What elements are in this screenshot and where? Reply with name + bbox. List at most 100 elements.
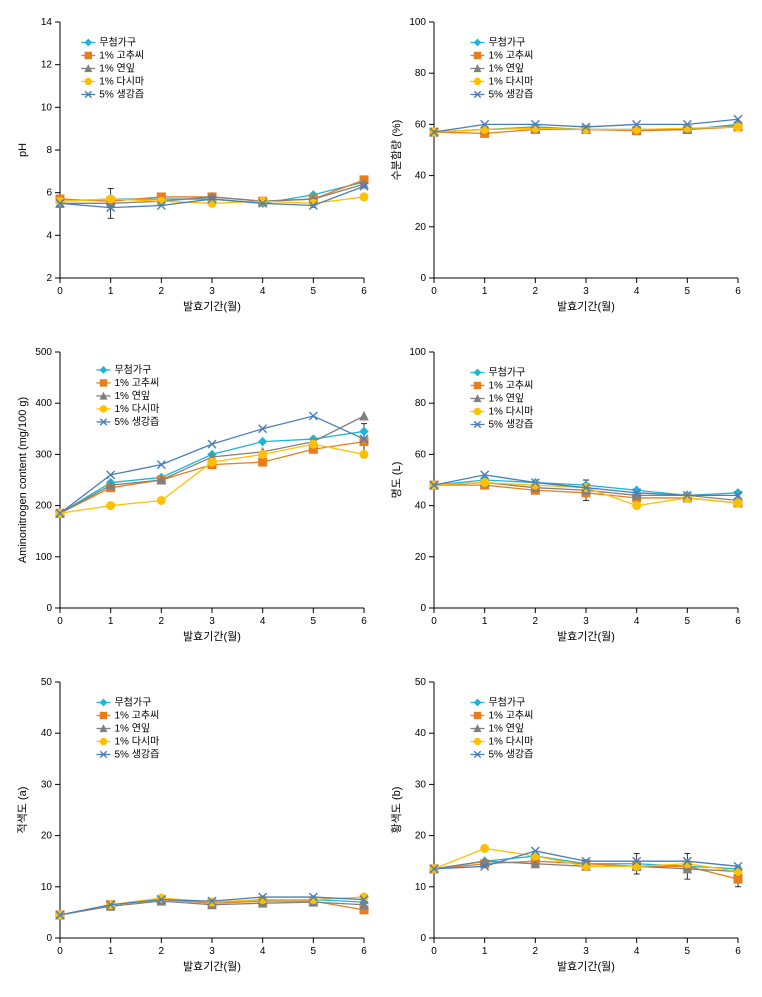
svg-text:30: 30 — [41, 779, 53, 790]
chart-aminonitrogen: 0123456발효기간(월)0100200300400500Aminonitro… — [12, 342, 376, 652]
svg-text:0: 0 — [57, 616, 63, 627]
svg-text:4: 4 — [634, 616, 640, 627]
svg-text:200: 200 — [35, 501, 52, 512]
svg-text:6: 6 — [361, 286, 367, 297]
svg-text:40: 40 — [415, 501, 427, 512]
svg-text:20: 20 — [415, 222, 427, 233]
svg-text:2: 2 — [159, 946, 165, 957]
svg-text:0: 0 — [420, 273, 426, 284]
svg-text:0: 0 — [57, 286, 63, 297]
svg-text:50: 50 — [415, 677, 427, 688]
svg-text:발효기간(월): 발효기간(월) — [183, 960, 241, 973]
svg-text:300: 300 — [35, 449, 52, 460]
svg-text:수분함량 (%): 수분함량 (%) — [390, 120, 403, 181]
svg-text:1% 연잎: 1% 연잎 — [114, 722, 150, 734]
svg-text:500: 500 — [35, 347, 52, 358]
svg-text:발효기간(월): 발효기간(월) — [183, 300, 241, 313]
svg-text:1% 고추씨: 1% 고추씨 — [114, 377, 159, 389]
svg-text:1% 다시마: 1% 다시마 — [114, 403, 159, 415]
svg-text:0: 0 — [420, 603, 426, 614]
svg-text:1% 다시마: 1% 다시마 — [488, 405, 533, 417]
svg-text:1% 다시마: 1% 다시마 — [114, 735, 159, 747]
svg-text:5% 생강즙: 5% 생강즙 — [99, 88, 144, 100]
svg-text:1% 고추씨: 1% 고추씨 — [488, 49, 533, 61]
svg-text:1% 고추씨: 1% 고추씨 — [99, 49, 144, 61]
svg-text:6: 6 — [735, 946, 741, 957]
svg-text:무첨가구: 무첨가구 — [488, 696, 525, 708]
svg-text:발효기간(월): 발효기간(월) — [557, 960, 615, 973]
svg-text:0: 0 — [431, 616, 437, 627]
svg-text:황색도 (b): 황색도 (b) — [390, 787, 403, 834]
svg-text:무첨가구: 무첨가구 — [488, 36, 525, 48]
svg-text:20: 20 — [41, 831, 53, 842]
svg-text:명도 (L): 명도 (L) — [390, 462, 403, 499]
svg-text:무첨가구: 무첨가구 — [99, 36, 136, 48]
svg-text:4: 4 — [634, 946, 640, 957]
chart-ph: 0123456발효기간(월)2468101214pH무첨가구1% 고추씨1% 연… — [12, 12, 376, 322]
svg-text:무첨가구: 무첨가구 — [488, 366, 525, 378]
svg-text:0: 0 — [431, 286, 437, 297]
svg-text:0: 0 — [46, 603, 52, 614]
svg-text:pH: pH — [17, 143, 29, 157]
svg-text:0: 0 — [57, 946, 63, 957]
svg-text:발효기간(월): 발효기간(월) — [183, 630, 241, 643]
svg-text:5% 생강즙: 5% 생강즙 — [114, 748, 159, 760]
svg-text:100: 100 — [35, 552, 52, 563]
svg-text:1: 1 — [482, 946, 488, 957]
svg-text:1% 다시마: 1% 다시마 — [488, 75, 533, 87]
svg-text:무첨가구: 무첨가구 — [114, 696, 151, 708]
svg-text:Aminonitrogen content (mg/100: Aminonitrogen content (mg/100 g) — [17, 397, 29, 563]
svg-text:0: 0 — [420, 933, 426, 944]
svg-text:50: 50 — [41, 677, 53, 688]
svg-text:1: 1 — [482, 286, 488, 297]
svg-text:1% 다시마: 1% 다시마 — [488, 735, 533, 747]
svg-text:4: 4 — [260, 946, 266, 957]
svg-text:8: 8 — [46, 145, 52, 156]
chart-redness: 0123456발효기간(월)01020304050적색도 (a)무첨가구1% 고… — [12, 672, 376, 982]
svg-text:1% 연잎: 1% 연잎 — [488, 62, 524, 74]
svg-text:4: 4 — [260, 616, 266, 627]
svg-text:30: 30 — [415, 779, 427, 790]
svg-text:5% 생강즙: 5% 생강즙 — [488, 88, 533, 100]
svg-text:발효기간(월): 발효기간(월) — [557, 300, 615, 313]
svg-text:5: 5 — [685, 946, 691, 957]
svg-text:10: 10 — [41, 102, 53, 113]
svg-text:3: 3 — [209, 946, 215, 957]
svg-text:1% 연잎: 1% 연잎 — [114, 390, 150, 402]
svg-text:1% 연잎: 1% 연잎 — [488, 722, 524, 734]
svg-text:1% 고추씨: 1% 고추씨 — [488, 379, 533, 391]
svg-text:3: 3 — [583, 616, 589, 627]
svg-text:20: 20 — [415, 831, 427, 842]
svg-text:2: 2 — [159, 286, 165, 297]
svg-text:1: 1 — [108, 946, 114, 957]
svg-text:2: 2 — [46, 273, 52, 284]
svg-text:20: 20 — [415, 552, 427, 563]
svg-text:2: 2 — [533, 946, 539, 957]
svg-text:3: 3 — [209, 616, 215, 627]
svg-text:40: 40 — [41, 728, 53, 739]
svg-text:6: 6 — [46, 188, 52, 199]
svg-text:6: 6 — [361, 616, 367, 627]
svg-text:60: 60 — [415, 119, 427, 130]
svg-text:5% 생강즙: 5% 생강즙 — [488, 418, 533, 430]
svg-text:14: 14 — [41, 17, 53, 28]
chart-yellowness: 0123456발효기간(월)01020304050황색도 (b)무첨가구1% 고… — [386, 672, 750, 982]
svg-text:400: 400 — [35, 398, 52, 409]
svg-text:적색도 (a): 적색도 (a) — [16, 787, 29, 834]
svg-text:5: 5 — [685, 616, 691, 627]
svg-text:2: 2 — [533, 616, 539, 627]
svg-text:10: 10 — [41, 882, 53, 893]
svg-text:발효기간(월): 발효기간(월) — [557, 630, 615, 643]
svg-text:10: 10 — [415, 882, 427, 893]
svg-text:5: 5 — [311, 946, 317, 957]
svg-text:80: 80 — [415, 398, 427, 409]
chart-grid: 0123456발효기간(월)2468101214pH무첨가구1% 고추씨1% 연… — [12, 12, 750, 982]
svg-text:5: 5 — [311, 616, 317, 627]
svg-text:3: 3 — [583, 286, 589, 297]
svg-text:3: 3 — [209, 286, 215, 297]
svg-text:무첨가구: 무첨가구 — [114, 364, 151, 376]
svg-text:80: 80 — [415, 68, 427, 79]
svg-text:5% 생강즙: 5% 생강즙 — [114, 416, 159, 428]
svg-text:6: 6 — [361, 946, 367, 957]
svg-text:4: 4 — [260, 286, 266, 297]
